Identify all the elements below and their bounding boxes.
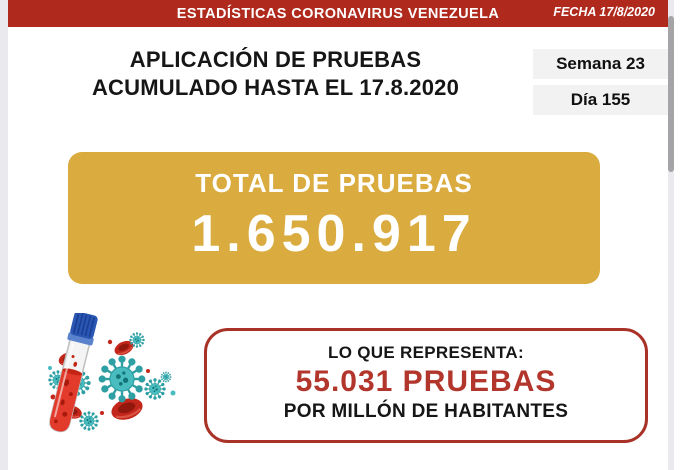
scrollbar-track[interactable]	[668, 0, 674, 470]
test-tube-virus-illustration	[48, 313, 176, 433]
total-tests-card: TOTAL DE PRUEBAS 1.650.917	[68, 152, 600, 284]
header-title: ESTADÍSTICAS CORONAVIRUS VENEZUELA	[176, 5, 500, 22]
badge-dia: Día 155	[533, 85, 668, 115]
total-tests-value: 1.650.917	[191, 205, 477, 263]
badge-semana: Semana 23	[533, 49, 668, 79]
per-million-value: 55.031 PRUEBAS	[295, 365, 557, 398]
per-million-intro: LO QUE REPRESENTA:	[328, 343, 524, 362]
header-bar: ESTADÍSTICAS CORONAVIRUS VENEZUELA FECHA…	[8, 0, 668, 27]
badge-semana-label: Semana 23	[556, 54, 645, 73]
badge-dia-label: Día 155	[570, 90, 631, 109]
page-title: APLICACIÓN DE PRUEBAS ACUMULADO HASTA EL…	[8, 46, 543, 102]
total-tests-label: TOTAL DE PRUEBAS	[195, 168, 473, 198]
per-million-card: LO QUE REPRESENTA: 55.031 PRUEBAS POR MI…	[204, 328, 648, 443]
page-title-line2: ACUMULADO HASTA EL 17.8.2020	[91, 75, 460, 100]
page-margin-left	[0, 0, 8, 470]
scrollbar-thumb[interactable]	[668, 16, 674, 172]
page-title-line1: APLICACIÓN DE PRUEBAS	[129, 47, 422, 72]
per-million-unit: POR MILLÓN DE HABITANTES	[283, 401, 569, 422]
header-date: FECHA 17/8/2020	[553, 5, 655, 19]
